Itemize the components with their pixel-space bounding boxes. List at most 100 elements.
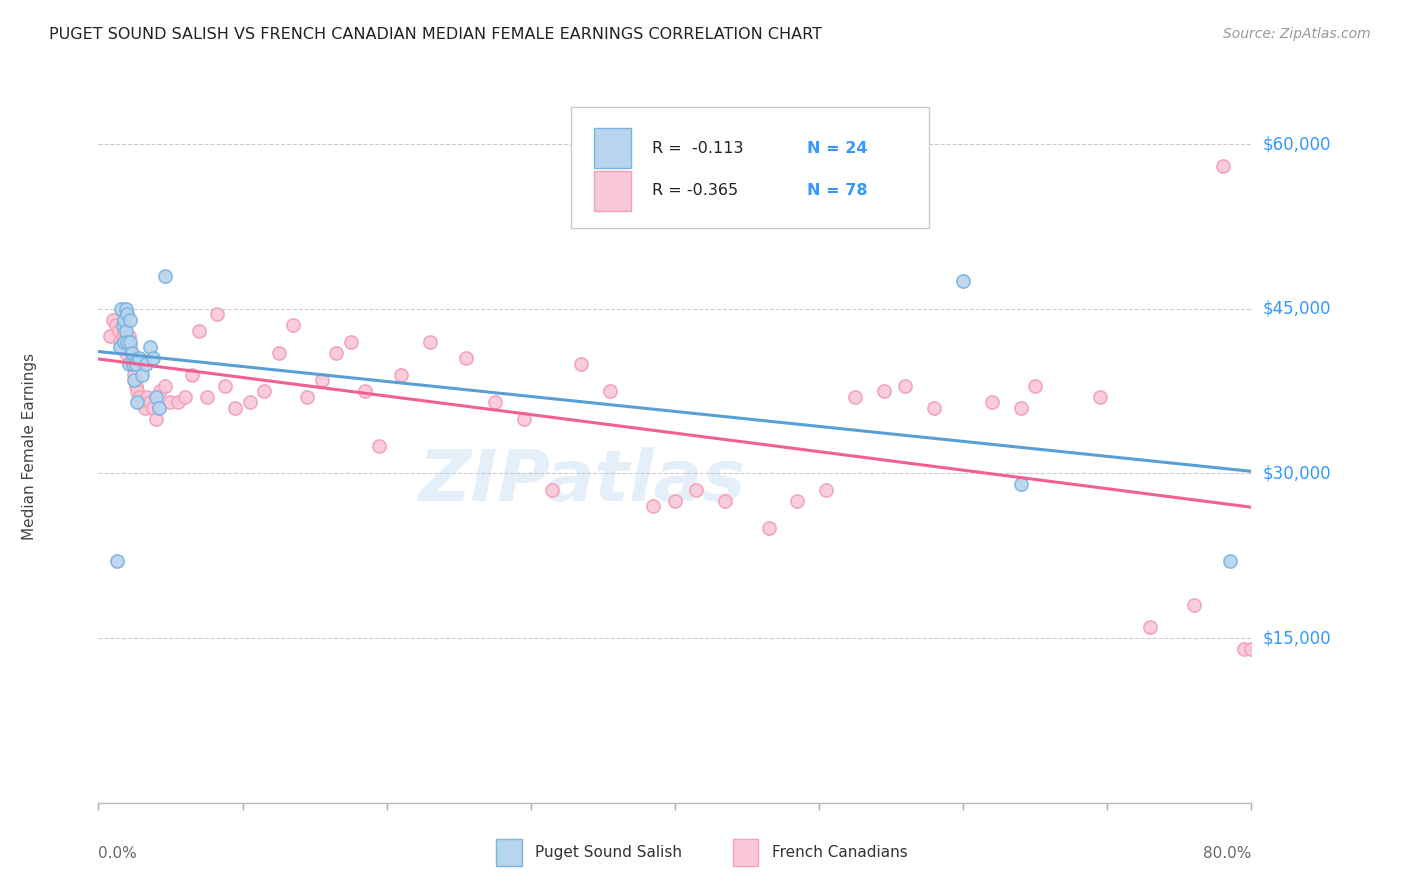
Point <box>108 334 131 349</box>
Point <box>149 384 172 398</box>
Point <box>148 401 170 415</box>
Text: French Canadians: French Canadians <box>772 846 907 860</box>
Point <box>685 483 707 497</box>
Text: $15,000: $15,000 <box>1263 629 1331 647</box>
Point <box>118 329 141 343</box>
Point <box>541 483 564 497</box>
Point <box>454 351 477 366</box>
Point <box>1010 477 1032 491</box>
Point <box>153 268 176 283</box>
Point <box>195 390 218 404</box>
Text: Puget Sound Salish: Puget Sound Salish <box>536 846 682 860</box>
Text: PUGET SOUND SALISH VS FRENCH CANADIAN MEDIAN FEMALE EARNINGS CORRELATION CHART: PUGET SOUND SALISH VS FRENCH CANADIAN ME… <box>49 27 823 42</box>
Point <box>108 340 131 354</box>
FancyBboxPatch shape <box>496 839 522 866</box>
Point <box>142 351 165 366</box>
Point <box>894 378 917 392</box>
Point <box>135 357 157 371</box>
Point <box>1233 642 1256 657</box>
Point <box>122 357 145 371</box>
Point <box>569 357 592 371</box>
Point <box>181 368 204 382</box>
Point <box>127 395 149 409</box>
Point <box>952 274 974 288</box>
Point <box>643 500 665 514</box>
Text: ZIPatlas: ZIPatlas <box>419 447 747 516</box>
Point <box>339 334 361 349</box>
Point <box>142 401 165 415</box>
Point <box>120 334 142 349</box>
Point <box>136 390 159 404</box>
Point <box>188 324 211 338</box>
Point <box>599 384 621 398</box>
Point <box>664 494 686 508</box>
Point <box>354 384 377 398</box>
Text: $45,000: $45,000 <box>1263 300 1331 318</box>
Point <box>124 373 146 387</box>
Text: 0.0%: 0.0% <box>98 846 138 861</box>
Point <box>139 340 162 354</box>
Point <box>128 390 150 404</box>
Point <box>114 324 136 338</box>
Point <box>112 334 135 349</box>
Point <box>1240 642 1263 657</box>
Point <box>224 401 246 415</box>
Point <box>110 301 132 316</box>
Text: Source: ZipAtlas.com: Source: ZipAtlas.com <box>1223 27 1371 41</box>
Point <box>145 390 167 404</box>
Point <box>112 324 135 338</box>
Point <box>1182 598 1205 612</box>
Point <box>120 312 142 326</box>
Point <box>174 390 197 404</box>
Text: 80.0%: 80.0% <box>1204 846 1251 861</box>
Point <box>844 390 866 404</box>
Point <box>1010 401 1032 415</box>
FancyBboxPatch shape <box>733 839 758 866</box>
Point <box>98 329 121 343</box>
Point <box>114 301 136 316</box>
Point <box>1139 620 1161 634</box>
Point <box>1219 554 1241 568</box>
Point <box>105 554 128 568</box>
Text: Median Female Earnings: Median Female Earnings <box>21 352 37 540</box>
Point <box>104 318 127 333</box>
Point <box>134 401 156 415</box>
Point <box>122 351 145 366</box>
Point <box>166 395 188 409</box>
Point <box>253 384 276 398</box>
Point <box>267 345 290 359</box>
Text: R = -0.365: R = -0.365 <box>652 184 738 198</box>
Point <box>111 318 134 333</box>
Point <box>1247 169 1270 184</box>
Point <box>124 368 146 382</box>
Point <box>981 395 1004 409</box>
Text: $60,000: $60,000 <box>1263 135 1331 153</box>
Text: R =  -0.113: R = -0.113 <box>652 141 744 155</box>
Point <box>127 384 149 398</box>
Text: N = 24: N = 24 <box>807 141 868 155</box>
Point <box>139 395 162 409</box>
Point <box>117 334 138 349</box>
Point <box>786 494 808 508</box>
Point <box>128 351 150 366</box>
Point <box>121 357 143 371</box>
Point <box>117 307 138 321</box>
Point <box>758 521 780 535</box>
Point <box>239 395 262 409</box>
Point <box>214 378 236 392</box>
Point <box>131 395 153 409</box>
Point <box>281 318 304 333</box>
Point <box>111 329 134 343</box>
Point <box>114 345 136 359</box>
Point <box>311 373 333 387</box>
Point <box>512 411 534 425</box>
Point <box>1254 483 1277 497</box>
Point <box>112 312 135 326</box>
Point <box>159 395 181 409</box>
FancyBboxPatch shape <box>571 107 928 228</box>
Point <box>1284 780 1306 794</box>
Point <box>121 345 143 359</box>
Point <box>120 340 142 354</box>
Point <box>873 384 896 398</box>
Point <box>419 334 441 349</box>
